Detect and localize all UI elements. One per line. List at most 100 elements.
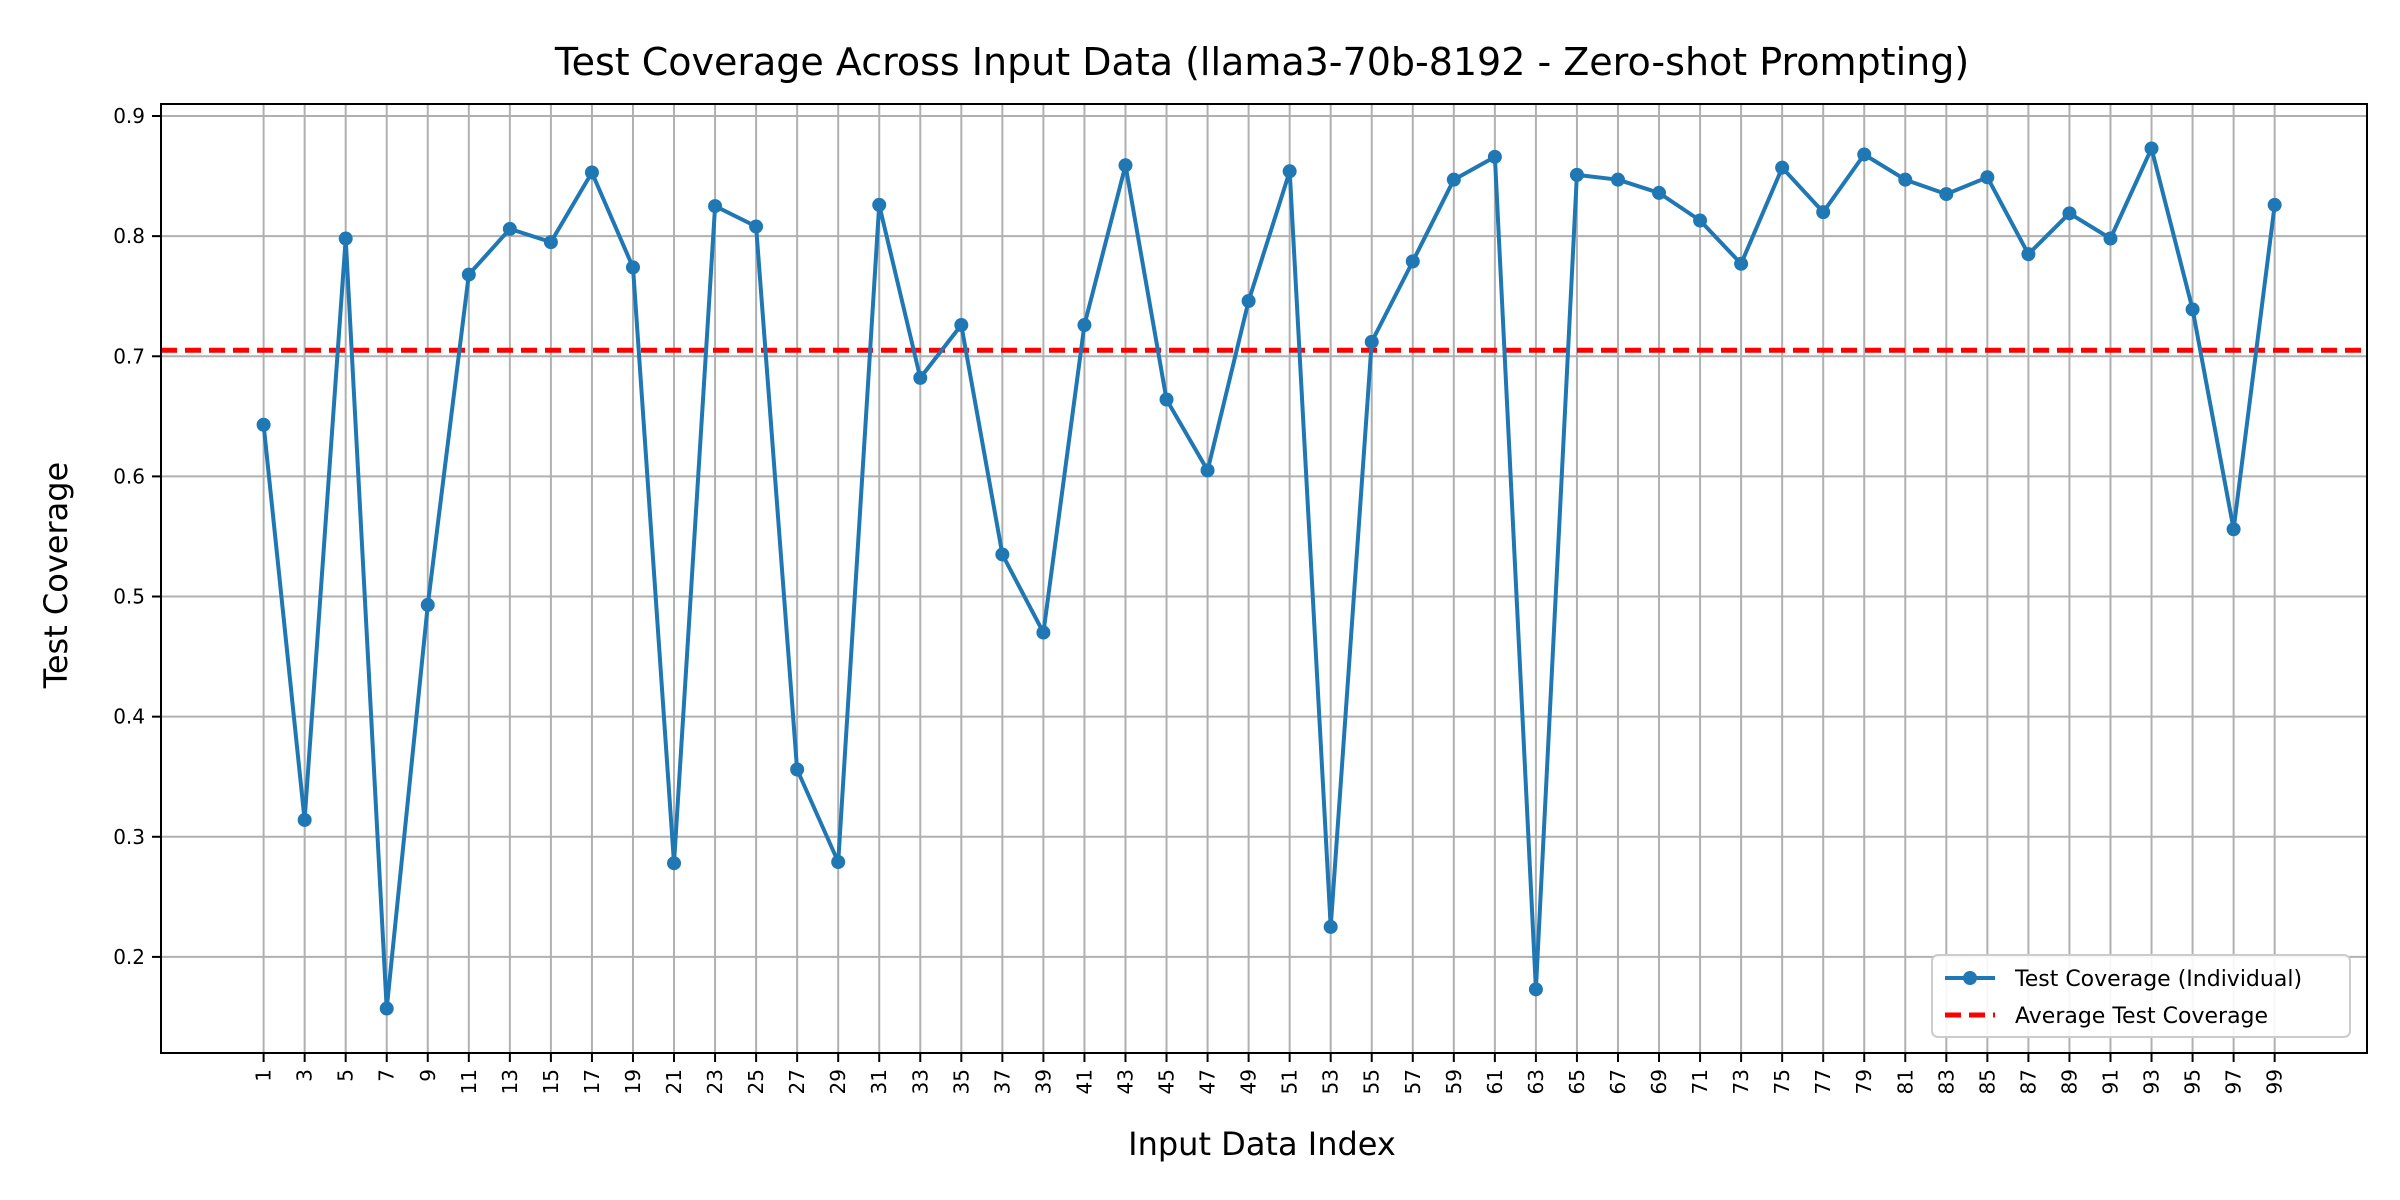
x-tick-label: 1: [252, 1069, 276, 1082]
data-point: [2062, 206, 2077, 221]
x-tick-label: 83: [1934, 1069, 1958, 1094]
data-point: [1282, 164, 1297, 179]
x-tick-label: 73: [1729, 1069, 1753, 1094]
data-point: [625, 260, 640, 275]
data-point: [1528, 982, 1543, 997]
x-tick-label: 99: [2263, 1069, 2287, 1094]
x-tick-label: 55: [1360, 1069, 1384, 1094]
x-axis-ticks: 1 3 5 7 9 11 13 15 17 19 21 23 25 27 29 31 33 35 37 39 41 43 4…: [252, 1053, 2287, 1094]
data-point: [749, 219, 764, 234]
data-point: [667, 856, 682, 871]
data-point: [2144, 141, 2159, 156]
data-point: [502, 221, 517, 236]
data-point: [1364, 334, 1379, 349]
y-axis-ticks: 0.2 0.3 0.4 0.5 0.6 0.7 0.8 0.9: [113, 104, 161, 969]
x-tick-label: 93: [2140, 1069, 2164, 1094]
data-point: [1077, 318, 1092, 333]
legend: Test Coverage (Individual) Average Test …: [1931, 954, 2351, 1038]
grid-lines: [161, 104, 2367, 1053]
data-point: [1775, 160, 1790, 175]
data-point: [2103, 231, 2118, 246]
data-point: [2267, 197, 2282, 212]
data-point: [1405, 254, 1420, 269]
data-point: [2226, 522, 2241, 537]
data-point: [1980, 170, 1995, 185]
x-tick-label: 23: [703, 1069, 727, 1094]
x-tick-label: 75: [1770, 1069, 1794, 1094]
x-tick-label: 41: [1072, 1069, 1096, 1094]
y-tick-label: 0.3: [113, 825, 145, 849]
data-point: [1159, 392, 1174, 407]
x-tick-label: 53: [1319, 1069, 1343, 1094]
x-tick-label: 21: [662, 1069, 686, 1094]
x-tick-label: 91: [2098, 1069, 2122, 1094]
y-tick-label: 0.8: [113, 224, 145, 248]
data-point: [1939, 187, 1954, 202]
data-point: [1816, 205, 1831, 220]
x-tick-label: 39: [1031, 1069, 1055, 1094]
x-tick-label: 49: [1237, 1069, 1261, 1094]
data-point: [543, 235, 558, 250]
x-tick-label: 9: [416, 1069, 440, 1082]
x-tick-label: 13: [498, 1069, 522, 1094]
x-tick-label: 45: [1155, 1069, 1179, 1094]
data-point: [461, 267, 476, 282]
data-point: [1734, 256, 1749, 271]
x-tick-label: 87: [2016, 1069, 2040, 1094]
x-tick-label: 19: [621, 1069, 645, 1094]
legend-box: [1931, 954, 2351, 1038]
data-point: [297, 812, 312, 827]
x-tick-label: 33: [908, 1069, 932, 1094]
x-tick-label: 31: [867, 1069, 891, 1094]
data-point: [1446, 172, 1461, 187]
data-point: [1652, 185, 1667, 200]
x-tick-label: 29: [826, 1069, 850, 1094]
plot-frame: [160, 103, 2368, 1054]
data-point: [708, 199, 723, 214]
data-point: [1036, 625, 1051, 640]
data-point: [338, 231, 353, 246]
data-point: [1693, 213, 1708, 228]
data-point: [1857, 147, 1872, 162]
y-axis-label: Test Coverage: [37, 462, 75, 690]
x-tick-label: 11: [457, 1069, 481, 1094]
chart-title: Test Coverage Across Input Data (llama3-…: [554, 40, 1969, 84]
data-point: [379, 1001, 394, 1016]
data-point: [256, 417, 271, 432]
data-point: [1200, 463, 1215, 478]
x-tick-label: 35: [949, 1069, 973, 1094]
x-tick-label: 5: [334, 1069, 358, 1082]
x-tick-label: 67: [1606, 1069, 1630, 1094]
x-tick-label: 79: [1852, 1069, 1876, 1094]
y-tick-label: 0.7: [113, 344, 145, 368]
x-tick-label: 7: [375, 1069, 399, 1082]
data-point: [995, 547, 1010, 562]
data-point: [2021, 247, 2036, 262]
x-tick-label: 17: [580, 1069, 604, 1094]
data-point: [1487, 149, 1502, 164]
data-point: [1610, 172, 1625, 187]
x-tick-label: 15: [539, 1069, 563, 1094]
x-tick-label: 81: [1893, 1069, 1917, 1094]
legend-average-label: Average Test Coverage: [2015, 1004, 2268, 1029]
x-tick-label: 69: [1647, 1069, 1671, 1094]
x-tick-label: 57: [1401, 1069, 1425, 1094]
data-point: [790, 762, 805, 777]
x-tick-label: 77: [1811, 1069, 1835, 1094]
data-point: [420, 597, 435, 612]
data-point: [584, 165, 599, 180]
y-tick-label: 0.4: [113, 705, 145, 729]
data-point: [2185, 302, 2200, 317]
data-point: [1898, 172, 1913, 187]
x-tick-label: 63: [1524, 1069, 1548, 1094]
data-point: [1569, 167, 1584, 182]
legend-series-marker: [1963, 971, 1977, 985]
x-tick-label: 97: [2222, 1069, 2246, 1094]
data-point: [954, 318, 969, 333]
x-tick-label: 95: [2181, 1069, 2205, 1094]
series-layer: [256, 141, 2282, 1016]
x-tick-label: 47: [1196, 1069, 1220, 1094]
y-tick-label: 0.5: [113, 585, 145, 609]
x-tick-label: 71: [1688, 1069, 1712, 1094]
x-tick-label: 61: [1483, 1069, 1507, 1094]
